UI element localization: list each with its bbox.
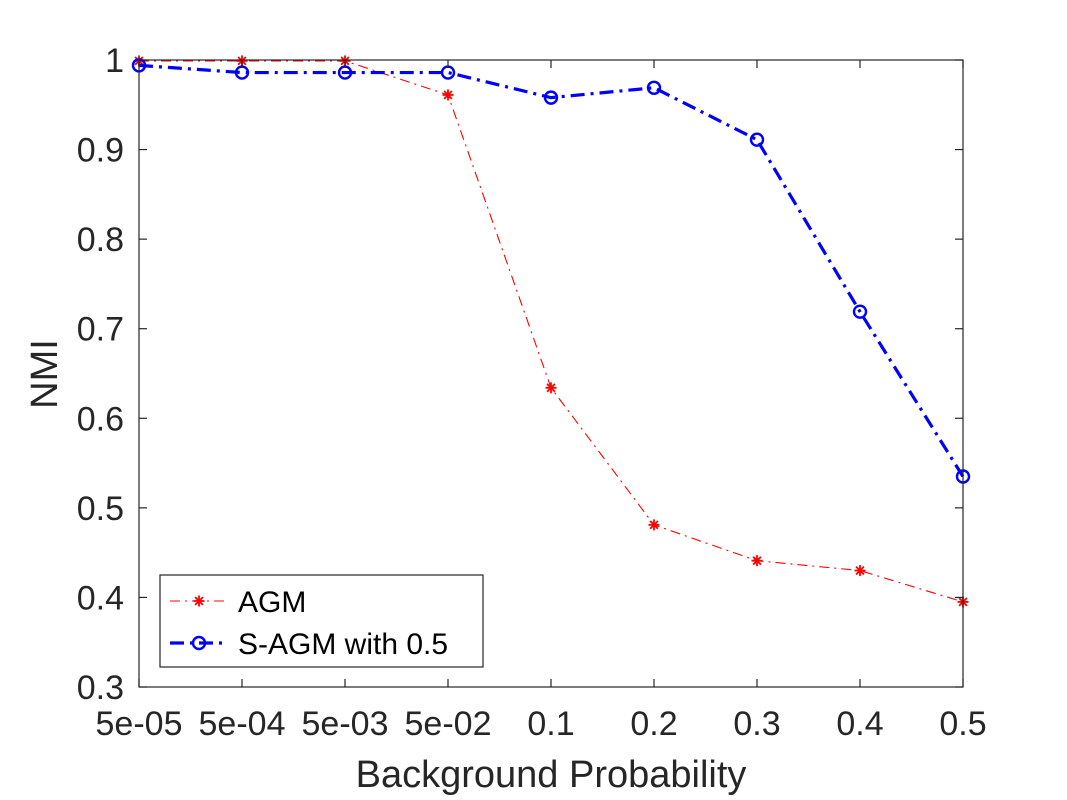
legend-label-agm: AGM: [238, 586, 306, 619]
y-tick-label: 0.7: [77, 311, 124, 349]
x-axis-label: Background Probability: [356, 754, 747, 796]
data-point-agm: [442, 89, 454, 101]
y-axis-label: NMI: [24, 339, 66, 409]
y-tick-label: 0.8: [77, 221, 124, 259]
y-tick-label: 0.9: [77, 132, 124, 170]
data-point-agm: [545, 382, 557, 394]
data-point-agm: [854, 565, 866, 577]
y-tick-label: 0.4: [77, 579, 124, 617]
plot-area-border: [138, 59, 964, 688]
legend-marker-agm: [193, 595, 205, 607]
y-tick-label: 0.5: [77, 490, 124, 528]
series-line-s-agm-with-0-5: [138, 63, 965, 478]
x-tick-label: 0.3: [733, 705, 780, 743]
legend-label-s-agm-with-0-5: S-AGM with 0.5: [238, 628, 448, 661]
x-tick-label: 5e-03: [302, 705, 389, 743]
legend-entry-agm: AGM: [170, 586, 306, 619]
x-tick-label: 0.4: [836, 705, 883, 743]
x-tick-label: 5e-02: [405, 705, 492, 743]
data-point-s-agm-with-0-5: [749, 132, 765, 147]
data-point-s-agm-with-0-5: [543, 90, 559, 105]
legend-box: [159, 574, 484, 668]
ticks-layer: 5e-05 5e-04 5e-03 5e-02 0.1 0.2 0.3 0.4 0.5 0.3 0.…: [77, 42, 987, 743]
data-point-s-agm-with-0-5: [646, 80, 662, 95]
data-point-agm: [751, 555, 763, 567]
x-tick-label: 0.5: [939, 705, 986, 743]
x-tick-label: 0.2: [630, 705, 677, 743]
y-tick-label: 0.6: [77, 400, 124, 438]
x-tick-label: 0.1: [527, 705, 574, 743]
data-point-agm: [648, 519, 660, 531]
legend: AGM S-AGM with 0.5: [159, 574, 484, 668]
legend-entry-s-agm-with-0-5: S-AGM with 0.5: [170, 628, 448, 661]
y-tick-label: 0.3: [77, 669, 124, 707]
x-tick-label: 5e-05: [96, 705, 183, 743]
x-tick-label: 5e-04: [199, 705, 286, 743]
legend-marker-s-agm-with-0-5: [191, 635, 207, 651]
data-point-s-agm-with-0-5: [852, 304, 868, 319]
y-tick-label: 1: [105, 42, 124, 80]
